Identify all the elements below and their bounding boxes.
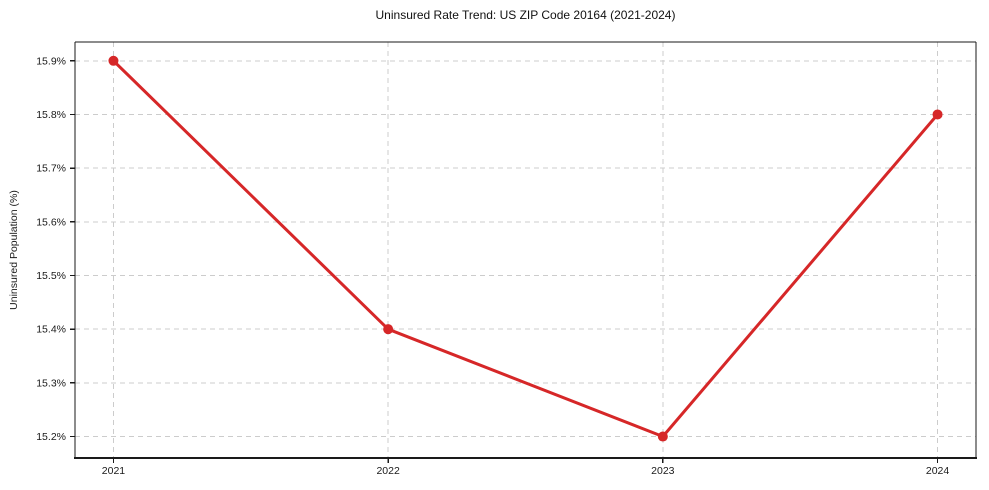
y-tick-label: 15.2%	[36, 431, 66, 443]
data-point	[932, 109, 943, 120]
y-tick-label: 15.5%	[36, 270, 66, 282]
y-tick-label: 15.4%	[36, 324, 66, 336]
data-line	[111, 59, 940, 439]
y-tick-label: 15.7%	[36, 163, 66, 175]
data-point	[383, 324, 394, 335]
data-point	[108, 55, 119, 66]
x-tick-label: 2022	[376, 465, 400, 477]
chart-title: Uninsured Rate Trend: US ZIP Code 20164 …	[375, 8, 676, 22]
y-tick-label: 15.8%	[36, 109, 66, 121]
y-tick-label: 15.3%	[36, 377, 66, 389]
data-point	[657, 431, 668, 442]
y-tick-label: 15.6%	[36, 216, 66, 228]
x-tick-label: 2024	[926, 465, 950, 477]
y-tick-label: 15.9%	[36, 55, 66, 67]
x-tick-label: 2021	[102, 465, 126, 477]
x-tick-label: 2023	[651, 465, 675, 477]
